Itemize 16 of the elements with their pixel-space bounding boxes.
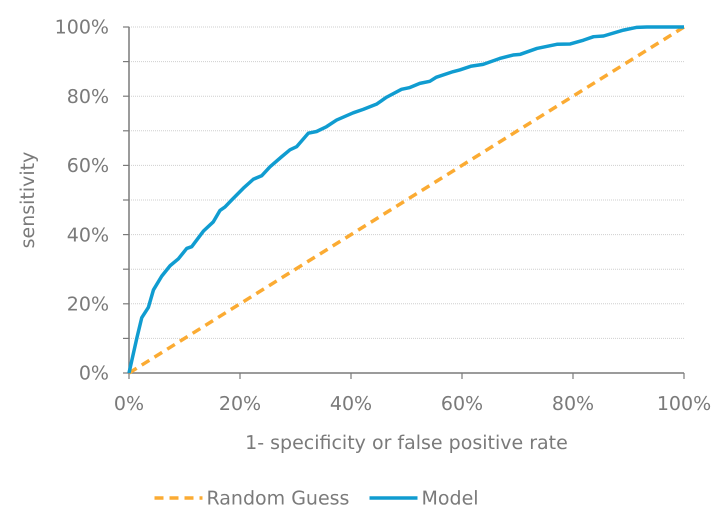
y-tick-label: 60% xyxy=(66,155,109,178)
x-tick-label: 100% xyxy=(656,393,712,415)
y-tick-label: 20% xyxy=(66,293,109,316)
x-axis-title: 1- specificity or false positive rate xyxy=(245,432,568,454)
y-tick-label: 0% xyxy=(78,362,109,385)
y-tick-label: 100% xyxy=(54,16,109,39)
y-tick-label: 40% xyxy=(66,224,109,246)
y-tick-label: 80% xyxy=(66,86,109,108)
x-tick-label: 40% xyxy=(330,393,372,415)
x-tick-label: 20% xyxy=(218,393,262,415)
x-tick-label: 60% xyxy=(440,393,484,415)
legend-label: Model xyxy=(422,488,479,510)
x-tick-label: 80% xyxy=(552,393,594,415)
y-axis-title: sensitivity xyxy=(17,152,39,248)
legend-label: Random Guess xyxy=(206,488,350,510)
x-tick-label: 0% xyxy=(114,393,144,415)
